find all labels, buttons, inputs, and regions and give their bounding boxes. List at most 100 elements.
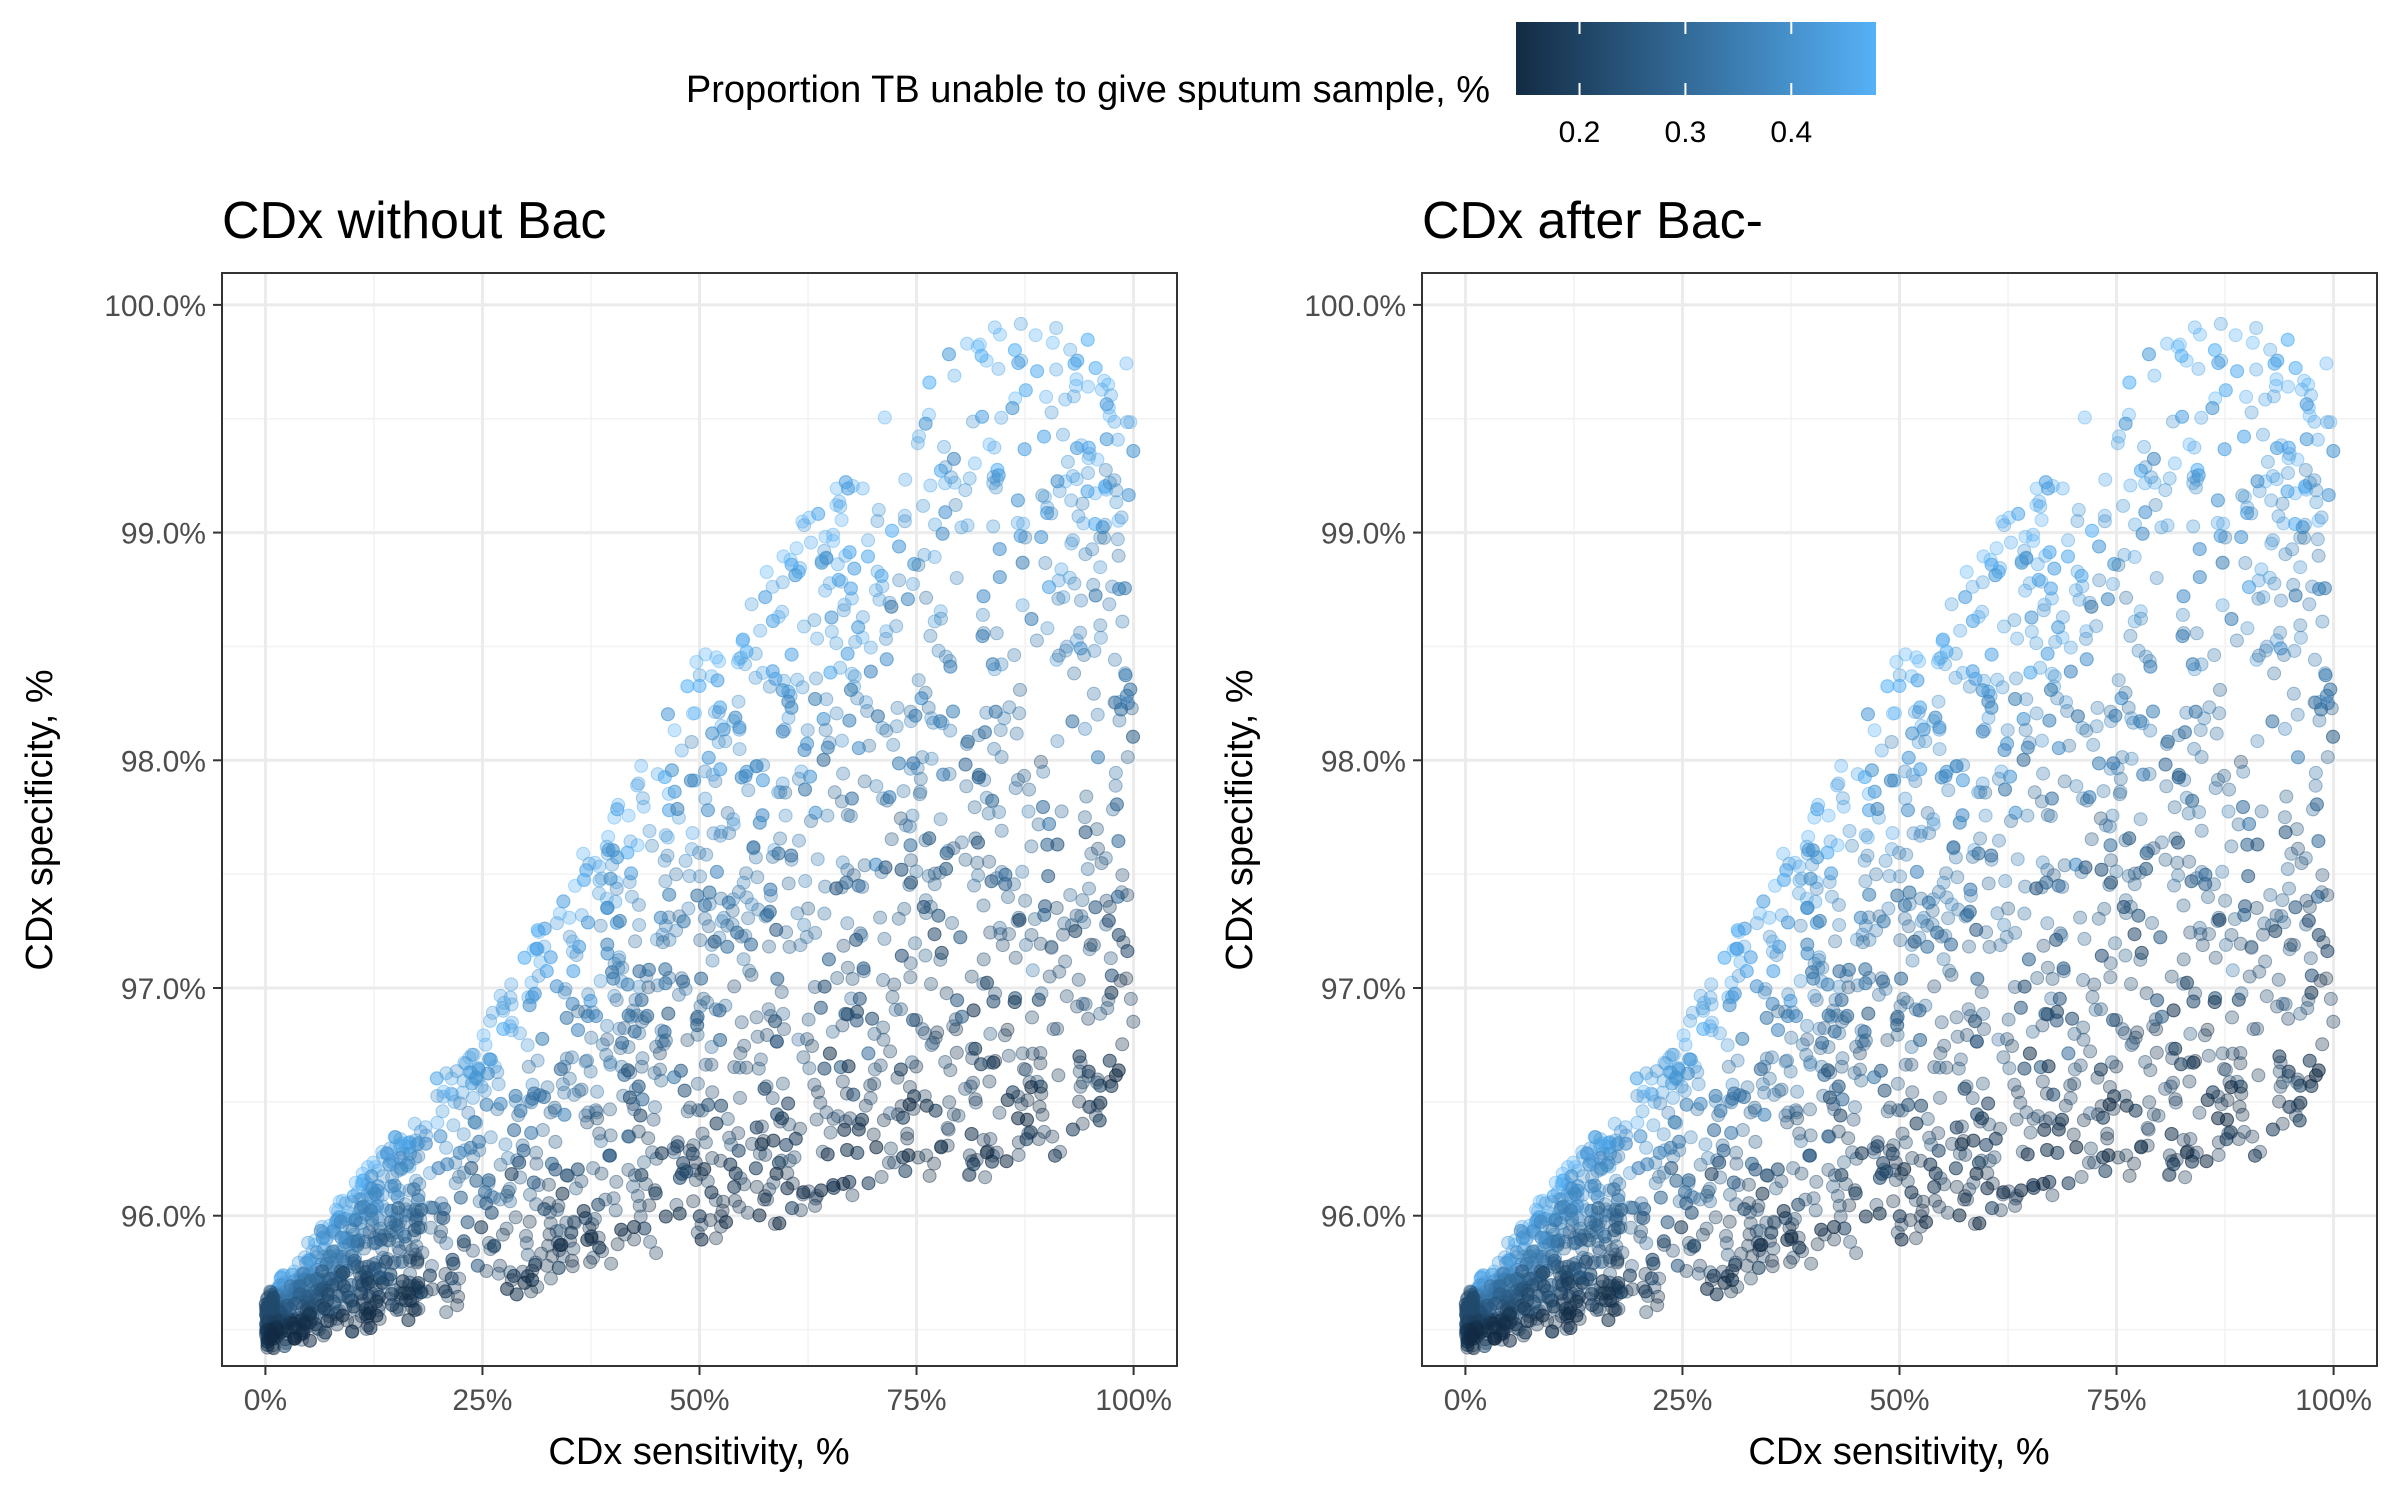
data-point <box>709 864 724 879</box>
data-point <box>674 743 689 758</box>
data-point <box>301 1253 316 1268</box>
data-point <box>1842 824 1857 838</box>
data-point <box>947 475 962 490</box>
data-point <box>1056 427 1070 442</box>
data-point <box>266 1327 281 1342</box>
data-point <box>446 1118 461 1133</box>
data-point <box>1724 1095 1739 1110</box>
data-point <box>1949 759 1964 774</box>
data-point <box>966 414 980 429</box>
data-point <box>658 828 673 843</box>
data-point <box>287 1264 302 1279</box>
data-point <box>797 743 812 758</box>
data-point <box>2251 648 2266 663</box>
data-point <box>2305 579 2320 594</box>
data-point <box>684 735 699 749</box>
data-point <box>1080 484 1095 499</box>
data-point <box>2115 750 2130 765</box>
data-point <box>334 1219 349 1234</box>
data-point <box>650 767 665 782</box>
data-point <box>600 900 615 915</box>
data-point <box>692 678 707 693</box>
data-point <box>495 1227 510 1242</box>
color-legend: Proportion TB unable to give sputum samp… <box>686 22 1876 149</box>
data-point <box>693 933 708 948</box>
data-point <box>942 347 956 362</box>
data-point <box>1962 679 1977 694</box>
data-point <box>712 654 727 669</box>
data-point <box>617 1021 632 1036</box>
data-point <box>1873 1063 1888 1078</box>
data-point <box>487 1059 502 1074</box>
data-point <box>727 1060 742 1075</box>
data-point <box>1639 1140 1654 1155</box>
data-point <box>811 506 826 521</box>
data-point <box>960 518 975 533</box>
data-point <box>768 1014 782 1029</box>
data-point <box>1039 389 1054 404</box>
data-point <box>2279 789 2294 804</box>
data-point <box>317 1301 331 1316</box>
data-point <box>850 1004 864 1019</box>
data-point <box>1749 916 1764 931</box>
data-point <box>933 463 948 478</box>
data-point <box>691 1103 706 1118</box>
data-point <box>922 375 937 390</box>
data-point <box>998 877 1013 891</box>
data-point <box>911 1150 926 1165</box>
data-point <box>921 700 936 715</box>
data-point <box>739 1060 754 1075</box>
data-point <box>270 1282 284 1297</box>
data-point <box>1612 1177 1627 1192</box>
data-point <box>1044 405 1059 420</box>
data-point <box>701 919 716 934</box>
data-point <box>1932 722 1947 737</box>
data-point <box>1037 429 1051 444</box>
data-point <box>1805 965 1820 980</box>
data-point <box>2085 523 2099 538</box>
data-point <box>1012 912 1027 927</box>
data-point <box>1563 1203 1578 1218</box>
data-point <box>732 722 747 737</box>
data-point <box>757 1192 772 1207</box>
data-point <box>1069 379 1083 393</box>
data-point <box>664 763 679 778</box>
data-point <box>1104 985 1119 1000</box>
data-point <box>2187 440 2202 455</box>
data-point <box>705 767 720 782</box>
data-point <box>1075 893 1090 908</box>
data-point <box>1782 856 1797 871</box>
data-point <box>660 707 675 722</box>
data-point <box>363 1181 378 1196</box>
data-point <box>976 626 991 641</box>
data-point <box>817 979 832 994</box>
data-point <box>1081 379 1095 394</box>
data-point <box>946 841 961 856</box>
data-point <box>1965 849 1980 864</box>
data-point <box>543 950 558 965</box>
data-point <box>930 1025 945 1040</box>
data-point <box>1953 623 1968 638</box>
data-point <box>1683 1052 1698 1067</box>
data-point <box>2000 723 2015 738</box>
data-point <box>1708 1088 1723 1103</box>
data-point <box>529 1156 544 1171</box>
data-point <box>716 1194 731 1209</box>
data-point <box>2207 648 2222 663</box>
data-point <box>362 1306 377 1321</box>
data-point <box>967 456 982 471</box>
data-point <box>733 1090 747 1105</box>
data-point <box>1631 1161 1646 1176</box>
data-point <box>988 1054 1003 1068</box>
data-point <box>782 939 797 954</box>
data-point <box>2022 576 2037 591</box>
data-point <box>525 1263 540 1278</box>
data-point <box>1858 1033 1873 1048</box>
data-point <box>2063 640 2078 655</box>
data-point <box>1081 440 1096 455</box>
data-point <box>401 1286 416 1301</box>
data-point <box>829 881 844 896</box>
data-point <box>581 987 596 1002</box>
data-point <box>1115 1037 1130 1052</box>
data-point <box>1633 1129 1648 1144</box>
